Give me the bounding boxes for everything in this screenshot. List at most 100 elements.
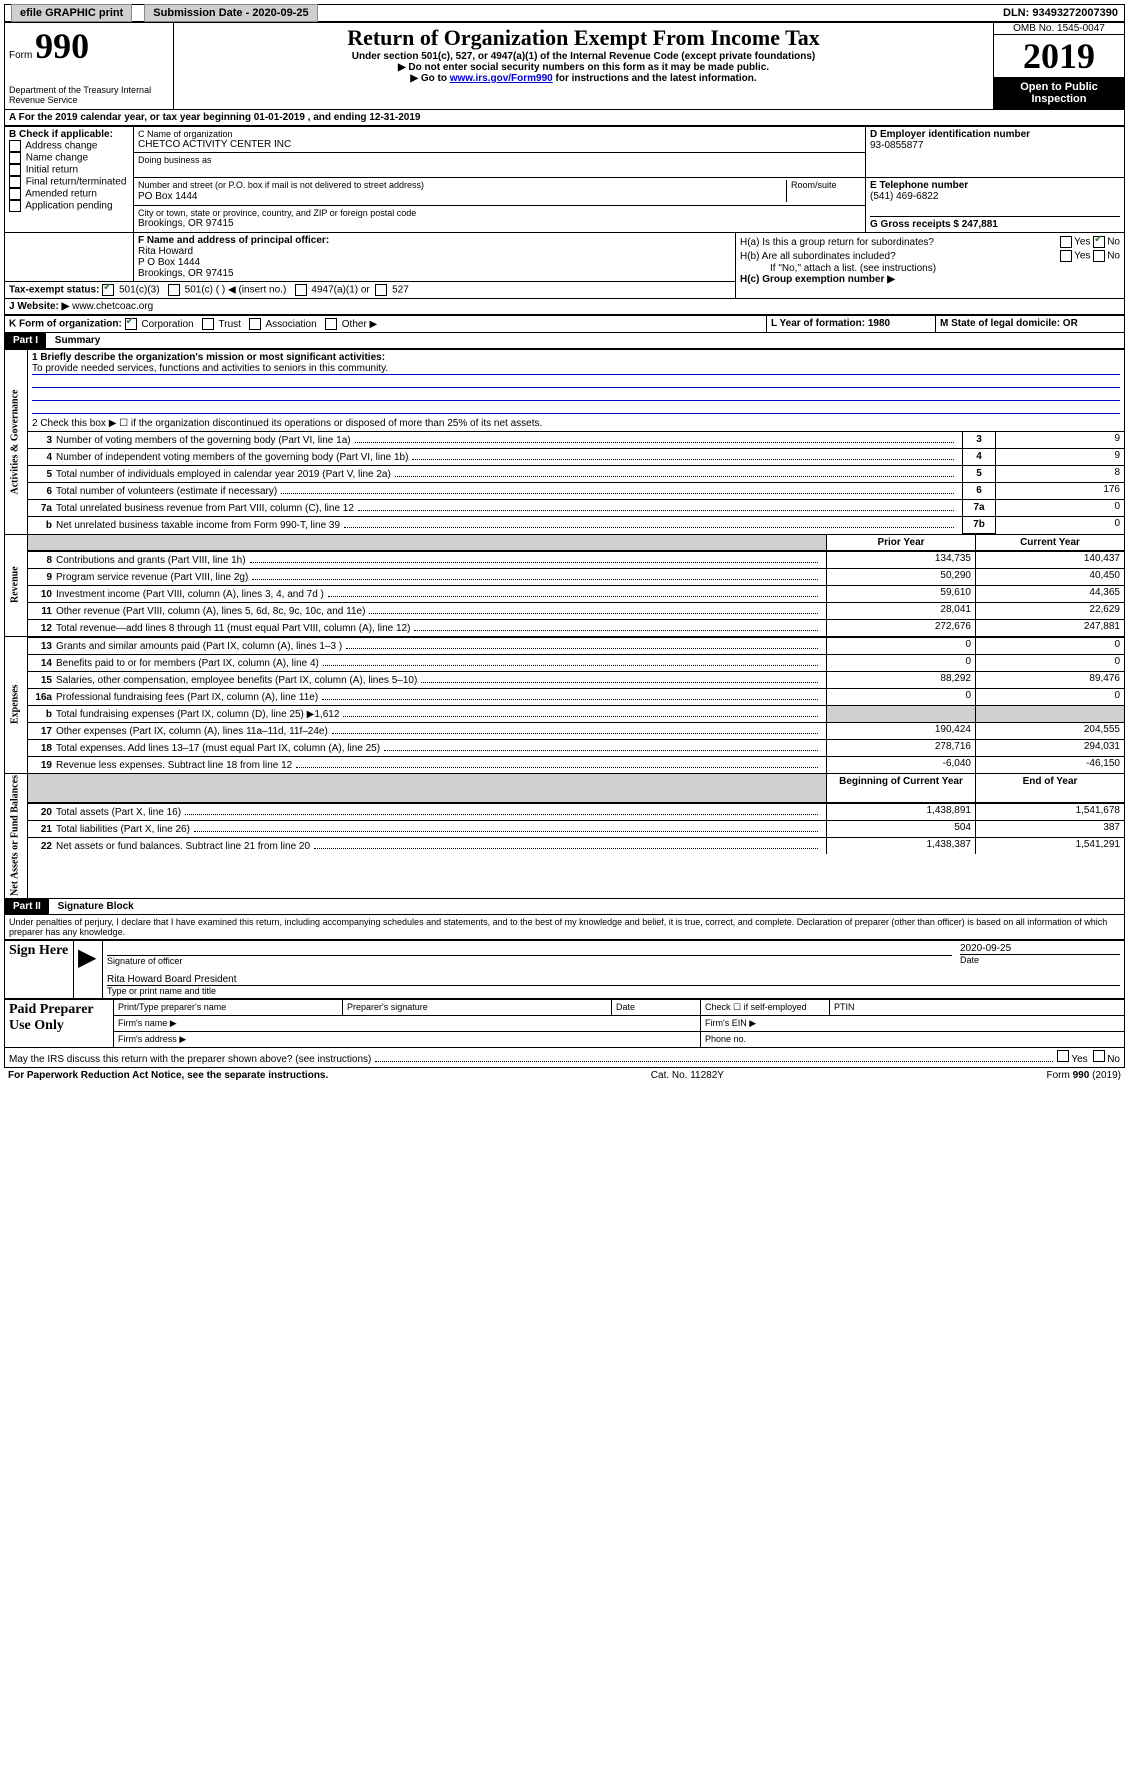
open-inspection: Open to Public Inspection — [994, 77, 1124, 109]
501c-checkbox[interactable] — [168, 284, 180, 296]
dept-label: Department of the Treasury Internal Reve… — [9, 85, 169, 105]
k-checkbox[interactable] — [325, 318, 337, 330]
b-checkbox[interactable] — [9, 152, 21, 164]
hb-yes-checkbox[interactable] — [1060, 250, 1072, 262]
sidebar-governance: Activities & Governance — [5, 350, 28, 535]
officer-name: Rita Howard — [138, 246, 731, 257]
efile-button[interactable]: efile GRAPHIC print — [11, 4, 132, 22]
discuss-yes-checkbox[interactable] — [1057, 1050, 1069, 1062]
discuss-no-checkbox[interactable] — [1093, 1050, 1105, 1062]
paid-preparer-label: Paid Preparer Use Only — [5, 1000, 114, 1048]
name-title-label: Type or print name and title — [107, 985, 1120, 996]
4947-checkbox[interactable] — [295, 284, 307, 296]
sidebar-netassets: Net Assets or Fund Balances — [5, 773, 28, 899]
f-label: F Name and address of principal officer: — [138, 235, 731, 246]
table-row: 14Benefits paid to or for members (Part … — [28, 654, 1124, 671]
ein-value: 93-0855877 — [870, 140, 1120, 151]
yes-label: Yes — [1074, 237, 1090, 248]
b-checkbox[interactable] — [9, 200, 21, 212]
b-item: Name change — [9, 152, 129, 164]
527-checkbox[interactable] — [375, 284, 387, 296]
cat-no: Cat. No. 11282Y — [651, 1070, 724, 1081]
k-checkbox[interactable] — [125, 318, 137, 330]
501c3-checkbox[interactable] — [102, 284, 114, 296]
part2-header: Part II — [5, 899, 49, 914]
k-label: K Form of organization: — [9, 319, 122, 330]
table-row: 10Investment income (Part VIII, column (… — [28, 585, 1124, 602]
prep-name-label: Print/Type preparer's name — [114, 1000, 343, 1016]
table-row: 22Net assets or fund balances. Subtract … — [28, 838, 1124, 855]
officer-addr: P O Box 1444 Brookings, OR 97415 — [138, 257, 731, 279]
table-row: 17Other expenses (Part IX, column (A), l… — [28, 722, 1124, 739]
self-emp-label: Check ☐ if self-employed — [701, 1000, 830, 1016]
room-label: Room/suite — [786, 180, 861, 202]
header-table: Form 990 Department of the Treasury Inte… — [4, 22, 1125, 110]
b-item: Application pending — [9, 200, 129, 212]
table-row: 4Number of independent voting members of… — [28, 449, 1124, 466]
form-title: Return of Organization Exempt From Incom… — [178, 25, 989, 51]
yes-label: Yes — [1071, 1054, 1087, 1065]
e-label: E Telephone number — [870, 180, 1120, 191]
sign-here-label: Sign Here — [5, 941, 74, 999]
b-checkbox[interactable] — [9, 176, 21, 188]
officer-name-title: Rita Howard Board President — [107, 974, 1120, 985]
c-name-label: C Name of organization — [138, 129, 861, 139]
table-row: 18Total expenses. Add lines 13–17 (must … — [28, 739, 1124, 756]
firm-phone-label: Phone no. — [701, 1032, 1125, 1048]
ha-yes-checkbox[interactable] — [1060, 236, 1072, 248]
firm-ein-label: Firm's EIN ▶ — [701, 1016, 1125, 1032]
b-checkbox[interactable] — [9, 188, 21, 200]
opt-4947: 4947(a)(1) or — [311, 285, 369, 296]
current-year-header: Current Year — [976, 534, 1125, 550]
yes-label: Yes — [1074, 251, 1090, 262]
website-value: www.chetcoac.org — [72, 301, 153, 312]
top-bar: efile GRAPHIC print Submission Date - 20… — [4, 4, 1125, 22]
table-row: 20Total assets (Part X, line 16) 1,438,8… — [28, 804, 1124, 821]
paperwork-notice: For Paperwork Reduction Act Notice, see … — [8, 1070, 328, 1081]
arrow-icon: ▶ — [78, 944, 96, 971]
perjury-text: Under penalties of perjury, I declare th… — [4, 915, 1125, 940]
irs-link[interactable]: www.irs.gov/Form990 — [450, 73, 553, 84]
dln-label: DLN: 93493272007390 — [997, 5, 1124, 21]
entity-info-table: B Check if applicable: Address change Na… — [4, 126, 1125, 233]
b-checkbox[interactable] — [9, 140, 21, 152]
section-b-label: B Check if applicable: — [9, 129, 129, 140]
g-label: G Gross receipts $ 247,881 — [870, 216, 1120, 230]
j-label: J Website: ▶ — [9, 301, 69, 312]
opt-527: 527 — [392, 285, 409, 296]
k-checkbox[interactable] — [202, 318, 214, 330]
ha-label: H(a) Is this a group return for subordin… — [740, 237, 934, 248]
opt-501c: 501(c) ( ) ◀ (insert no.) — [185, 285, 287, 296]
line1-label: 1 Briefly describe the organization's mi… — [32, 352, 1120, 363]
part2-title: Signature Block — [52, 901, 134, 912]
no-label: No — [1107, 251, 1120, 262]
table-row: 16aProfessional fundraising fees (Part I… — [28, 688, 1124, 705]
table-row: 6Total number of volunteers (estimate if… — [28, 483, 1124, 500]
org-name: CHETCO ACTIVITY CENTER INC — [138, 139, 861, 150]
hb-note: If "No," attach a list. (see instruction… — [740, 263, 1120, 274]
table-row: bTotal fundraising expenses (Part IX, co… — [28, 705, 1124, 722]
note2-post: for instructions and the latest informat… — [556, 73, 757, 84]
b-item: Final return/terminated — [9, 176, 129, 188]
table-row: 21Total liabilities (Part X, line 26) 50… — [28, 821, 1124, 838]
no-label: No — [1107, 237, 1120, 248]
table-row: 13Grants and similar amounts paid (Part … — [28, 637, 1124, 654]
form-note1: ▶ Do not enter social security numbers o… — [178, 62, 989, 73]
b-checkbox[interactable] — [9, 164, 21, 176]
table-row: 12Total revenue—add lines 8 through 11 (… — [28, 619, 1124, 636]
hb-no-checkbox[interactable] — [1093, 250, 1105, 262]
prep-date-label: Date — [612, 1000, 701, 1016]
omb-number: OMB No. 1545-0047 — [994, 23, 1124, 35]
b-item: Amended return — [9, 188, 129, 200]
k-checkbox[interactable] — [249, 318, 261, 330]
part1-title: Summary — [49, 335, 101, 346]
b-item: Address change — [9, 140, 129, 152]
prior-year-header: Prior Year — [827, 534, 976, 550]
sidebar-revenue: Revenue — [5, 534, 28, 636]
note2-pre: ▶ Go to — [410, 73, 449, 84]
table-row: bNet unrelated business taxable income f… — [28, 517, 1124, 534]
submission-date: Submission Date - 2020-09-25 — [144, 4, 317, 22]
ha-no-checkbox[interactable] — [1093, 236, 1105, 248]
line2: 2 Check this box ▶ ☐ if the organization… — [32, 418, 1120, 429]
beg-year-header: Beginning of Current Year — [827, 773, 976, 803]
